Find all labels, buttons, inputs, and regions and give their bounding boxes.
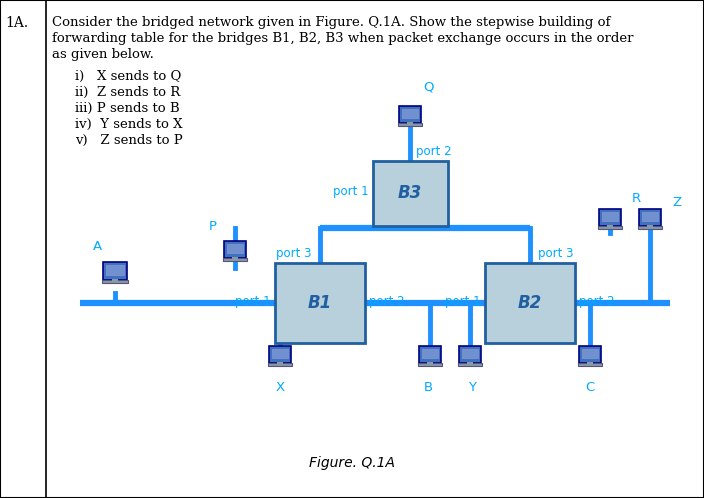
Text: port 3: port 3	[538, 247, 574, 260]
Bar	[272, 349, 288, 358]
Text: P: P	[209, 220, 217, 233]
Bar	[418, 363, 442, 366]
Text: ii)  Z sends to R: ii) Z sends to R	[75, 86, 180, 99]
Text: 1A.: 1A.	[5, 16, 28, 30]
FancyBboxPatch shape	[275, 263, 365, 343]
Text: Figure. Q.1A: Figure. Q.1A	[309, 456, 395, 470]
Text: Consider the bridged network given in Figure. Q.1A. Show the stepwise building o: Consider the bridged network given in Fi…	[52, 16, 610, 29]
Text: port 2: port 2	[416, 145, 452, 158]
Bar	[647, 225, 653, 228]
Text: v)   Z sends to P: v) Z sends to P	[75, 134, 183, 147]
Text: port 1: port 1	[235, 294, 271, 307]
Text: port 2: port 2	[369, 294, 405, 307]
Text: port 3: port 3	[277, 247, 312, 260]
Bar	[458, 363, 482, 366]
Bar	[103, 262, 127, 280]
Text: B: B	[423, 381, 432, 394]
Bar	[459, 346, 481, 363]
Bar	[467, 362, 473, 365]
Bar	[277, 362, 283, 365]
Text: B1: B1	[308, 294, 332, 312]
Bar	[399, 106, 421, 123]
Bar	[427, 362, 433, 365]
Bar	[608, 225, 612, 228]
Bar	[639, 209, 661, 226]
Bar	[642, 212, 658, 221]
Text: port 1: port 1	[446, 294, 481, 307]
Text: iv)  Y sends to X: iv) Y sends to X	[75, 118, 182, 131]
Text: as given below.: as given below.	[52, 48, 154, 61]
Text: A: A	[92, 240, 101, 253]
Text: R: R	[632, 192, 641, 205]
Bar	[582, 349, 598, 358]
Text: port 1: port 1	[334, 184, 369, 198]
Text: X: X	[275, 381, 284, 394]
Bar	[398, 123, 422, 126]
Text: Y: Y	[468, 381, 476, 394]
Bar	[112, 279, 118, 282]
Bar	[602, 212, 618, 221]
Text: iii) P sends to B: iii) P sends to B	[75, 102, 180, 115]
Bar	[587, 362, 593, 365]
Bar	[102, 280, 128, 283]
Bar	[106, 264, 124, 274]
Text: C: C	[585, 381, 595, 394]
Bar	[223, 258, 247, 261]
Bar	[419, 346, 441, 363]
Text: i)   X sends to Q: i) X sends to Q	[75, 70, 182, 83]
Text: B2: B2	[518, 294, 542, 312]
Bar	[268, 363, 292, 366]
Text: Q: Q	[422, 80, 433, 93]
Bar	[269, 346, 291, 363]
Text: B3: B3	[398, 184, 422, 202]
Bar	[407, 122, 413, 124]
Bar	[224, 241, 246, 258]
Text: Z: Z	[672, 196, 681, 209]
Bar	[638, 226, 662, 229]
Bar	[402, 109, 418, 118]
Bar	[422, 349, 439, 358]
Bar	[578, 363, 602, 366]
Bar	[599, 209, 621, 226]
Bar	[232, 257, 238, 259]
Text: forwarding table for the bridges B1, B2, B3 when packet exchange occurs in the o: forwarding table for the bridges B1, B2,…	[52, 32, 634, 45]
FancyBboxPatch shape	[485, 263, 575, 343]
Bar	[462, 349, 478, 358]
Bar	[579, 346, 601, 363]
Bar	[227, 244, 244, 253]
Bar	[598, 226, 622, 229]
Text: port 2: port 2	[579, 294, 615, 307]
FancyBboxPatch shape	[372, 160, 448, 226]
